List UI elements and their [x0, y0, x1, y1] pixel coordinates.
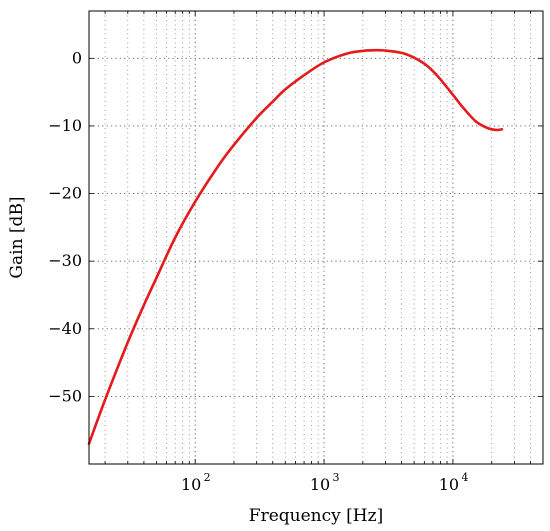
x-tick-label: 10: [310, 475, 330, 494]
y-tick-label: −30: [48, 251, 82, 270]
y-axis-label: Gain [dB]: [7, 196, 27, 278]
x-tick-label: 10: [439, 475, 459, 494]
x-tick-label-exponent: 2: [204, 471, 211, 484]
y-tick-label: −50: [48, 386, 82, 405]
gain-curve: [87, 48, 504, 446]
y-tick-label: −40: [48, 319, 82, 338]
axis-ticks: [89, 11, 543, 464]
y-tick-label: −20: [48, 184, 82, 203]
y-tick-label: 0: [72, 48, 82, 67]
x-axis-label: Frequency [Hz]: [249, 506, 383, 526]
x-tick-label: 10: [181, 475, 201, 494]
x-tick-label-exponent: 4: [461, 471, 468, 484]
x-tick-label-exponent: 3: [333, 471, 340, 484]
plot-frame: [88, 10, 544, 465]
grid: [89, 11, 543, 464]
y-tick-label: −10: [48, 116, 82, 135]
